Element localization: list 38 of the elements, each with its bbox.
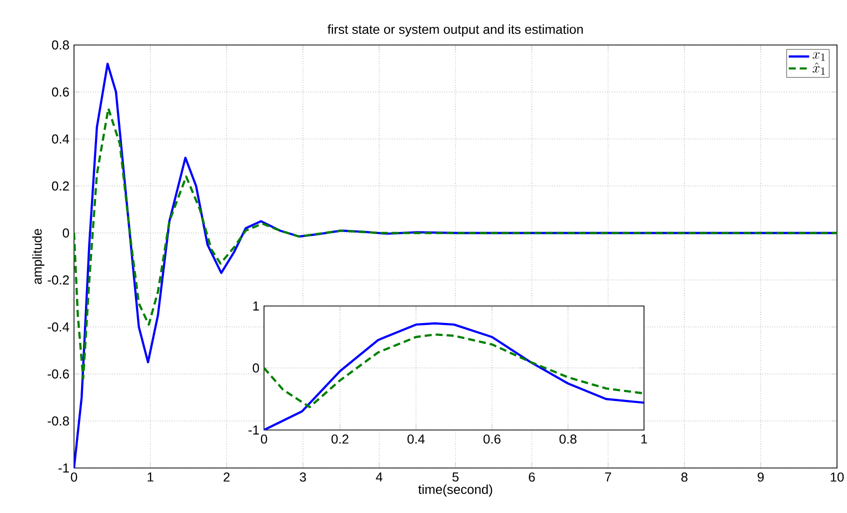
x-tick-label: 10 [830,472,844,482]
y-axis-title: amplitude [32,228,44,284]
x-tick-label: 1 [641,434,647,444]
legend-label: $\hat{x}_1$ [812,62,825,75]
y-tick-label: -0.4 [48,322,70,332]
line-series [264,333,644,408]
y-tick-label: 1 [253,302,259,310]
x-tick-label: 0.8 [560,434,576,444]
x-tick-label: 0.4 [408,434,425,444]
y-tick-label: -0.8 [48,416,69,426]
x-tick-label: 0.2 [332,434,348,444]
x-tick-label: 2 [224,472,230,482]
y-tick-label: 0.6 [52,87,69,97]
x-tick-label: 5 [452,472,459,482]
line-series [264,322,644,430]
legend-label: $x_1$ [812,52,825,61]
x-tick-label: 6 [528,472,535,482]
x-tick-label: 4 [376,472,382,482]
y-tick-label: 0.2 [52,181,69,191]
x-axis-title: time(second) [418,484,492,497]
x-tick-label: 0 [260,434,268,444]
x-tick-label: 7 [605,472,612,482]
y-tick-label: -1 [248,426,259,434]
x-tick-label: 0.6 [484,434,500,444]
x-tick-label: 9 [758,472,764,482]
y-tick-label: 0.4 [52,134,70,144]
y-tick-label: -0.2 [48,275,69,285]
y-tick-label: -1 [58,464,69,472]
x-tick-label: 0 [70,472,78,482]
y-tick-label: 0 [252,363,259,373]
line-series [74,107,838,380]
chart-title: first state or system output and its estimation [328,24,583,36]
x-tick-label: 8 [681,472,688,482]
y-tick-label: -0.6 [48,369,69,379]
y-tick-label: 0.8 [52,40,69,50]
x-tick-label: 3 [300,472,306,482]
x-tick-label: 1 [148,472,154,482]
y-tick-label: 0 [62,228,69,238]
